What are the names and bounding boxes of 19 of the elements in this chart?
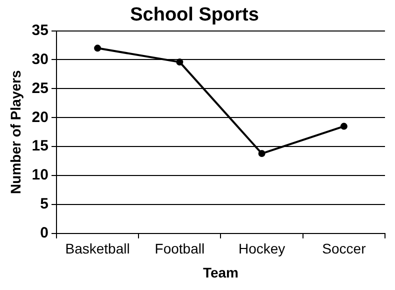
y-tick-label: 5 bbox=[40, 196, 48, 213]
point bbox=[340, 122, 348, 130]
chart-title: School Sports bbox=[130, 4, 259, 26]
x-tick-label: Soccer bbox=[322, 240, 366, 257]
y-axis-title: Number of Players bbox=[7, 70, 24, 194]
point bbox=[94, 44, 102, 52]
y-tick-label: 35 bbox=[32, 22, 48, 39]
point bbox=[176, 58, 184, 66]
y-tick-label: 0 bbox=[40, 224, 48, 242]
x-axis-title: Team bbox=[202, 264, 239, 280]
x-tick-label: Basketball bbox=[65, 240, 130, 257]
x-tick-label: Football bbox=[154, 240, 205, 257]
y-tick-label: 10 bbox=[32, 166, 48, 184]
y-tick-label: 20 bbox=[32, 108, 48, 126]
point bbox=[258, 150, 266, 158]
y-tick-label: 15 bbox=[32, 138, 48, 155]
y-tick-label: 25 bbox=[32, 80, 48, 97]
y-tick-label: 30 bbox=[32, 50, 48, 68]
x-tick-label: Hockey bbox=[238, 240, 286, 257]
